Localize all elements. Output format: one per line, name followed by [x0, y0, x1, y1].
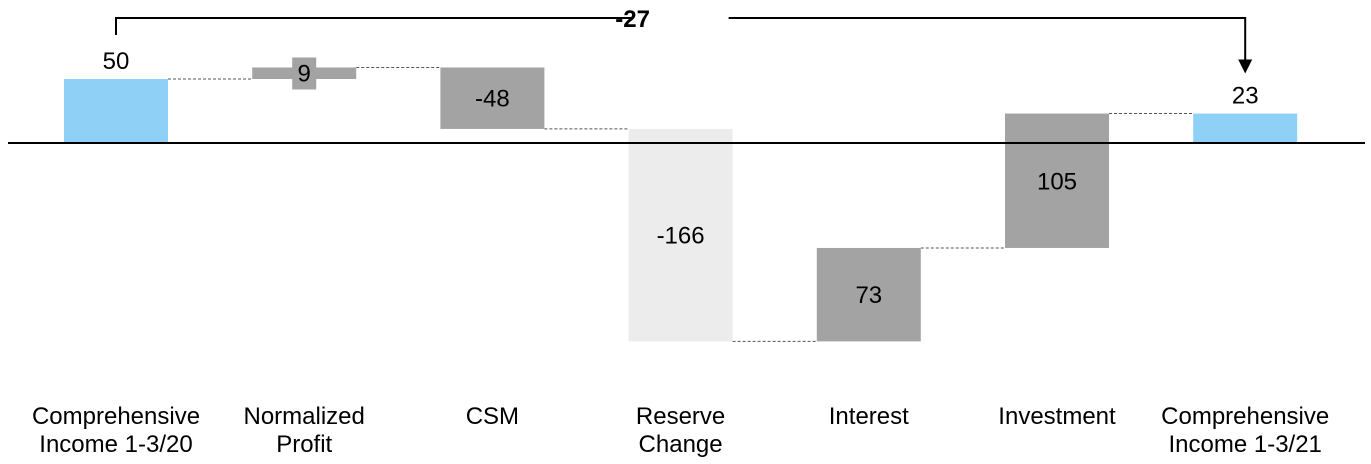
- small-bar-label-box: [292, 57, 317, 90]
- annotation-bracket-right: [728, 17, 1247, 60]
- value-label-6: 23: [1232, 83, 1259, 110]
- category-label-4: Interest: [829, 403, 909, 430]
- category-label-3: Reserve Change: [636, 403, 725, 458]
- value-label-0: 50: [103, 48, 130, 75]
- value-labels: 50 9 -48 -166 73 105 23: [103, 48, 1259, 309]
- value-label-2: -48: [475, 86, 510, 113]
- value-label-3: -166: [657, 223, 705, 250]
- category-label-6: Comprehensive Income 1-3/21: [1161, 403, 1329, 458]
- value-label-4: 73: [855, 282, 882, 309]
- category-label-5: Investment: [998, 403, 1116, 430]
- bar-6: [1193, 113, 1298, 143]
- category-labels: Comprehensive Income 1-3/20 Normalized Prof…: [32, 403, 1329, 458]
- annotation-bracket-left: [115, 17, 633, 35]
- bar-5: [1005, 113, 1109, 248]
- change-annotation: -27: [115, 6, 1253, 74]
- bar-0: [64, 79, 168, 143]
- bar-4: [816, 247, 921, 342]
- connector-lines: [168, 66, 1194, 342]
- category-label-2: CSM: [466, 403, 519, 430]
- bar-2: [440, 67, 545, 129]
- category-label-1: Normalized Profit: [244, 403, 365, 458]
- value-label-1: 9: [298, 61, 311, 88]
- category-label-0: Comprehensive Income 1-3/20: [32, 403, 200, 458]
- bars: [64, 57, 1298, 342]
- annotation-arrowhead: [1238, 59, 1253, 74]
- annotation-label: -27: [615, 6, 650, 33]
- bar-3: [628, 128, 733, 342]
- value-label-5: 105: [1037, 168, 1077, 195]
